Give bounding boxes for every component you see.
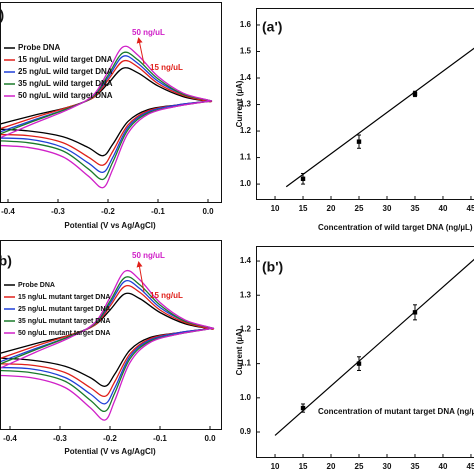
x-tick-label: -0.4 [1,207,15,216]
arrow [136,37,145,65]
x-tick-label: 45 [467,462,474,471]
panel-label: (a) [0,7,4,23]
x-tick-label: 25 [355,204,364,213]
frame [256,246,474,458]
plot-area [0,269,215,421]
annotation: 50 ng/uL [132,251,165,260]
x-tick-label: 10 [271,204,280,213]
legend-label: 15 ng/uL wild target DNA [18,55,113,64]
x-tick-label: 0.0 [202,207,214,216]
x-tick-label: -0.1 [151,207,165,216]
x-tick-label: -0.3 [51,207,65,216]
panel-label: (a') [262,19,282,35]
panel-label: (b) [0,253,12,269]
y-tick-label: 1.0 [240,179,252,188]
cv-curve [0,45,213,189]
x-tick-label: 10 [271,462,280,471]
y-tick-label: 1.4 [240,256,252,265]
x-tick-label: -0.3 [53,434,67,443]
point [300,405,306,411]
y-tick-label: 1.1 [240,359,252,368]
x-tick-label: 30 [383,462,392,471]
legend-label: 50 ng/uL mutant target DNA [18,330,110,337]
annotation: 15 ng/uL [150,291,183,300]
legend-label: 35 ng/uL wild target DNA [18,79,113,88]
plot-area [285,47,474,188]
plot-area [274,258,474,436]
y-tick-label: 1.2 [240,126,252,135]
annotation: 15 ng/uL [150,63,183,72]
x-tick-label: -0.4 [3,434,17,443]
x-tick-label: 0.0 [204,434,216,443]
x-tick-label: 20 [327,204,336,213]
point [412,91,418,97]
x-tick-label: 25 [355,462,364,471]
legend-label: 50 ng/uL wild target DNA [18,91,113,100]
x-tick-label: 15 [299,204,308,213]
x-tick-label: 30 [383,204,392,213]
legend-label: 35 ng/uL mutant target DNA [18,318,110,325]
frame [256,8,474,200]
fit-line [274,258,474,436]
panel-label: (b') [262,259,283,275]
legend-label: Probe DNA [18,43,60,52]
point [356,139,362,144]
x-tick-label: 35 [411,462,420,471]
x-tick-label: 35 [411,204,420,213]
x-tick-label: 45 [467,204,474,213]
legend-label: Probe DNA [18,282,55,289]
y-tick-label: 1.5 [240,47,252,56]
x-axis-title: Potential (V vs Ag/AgCl) [64,221,156,230]
y-axis-title: Current (µA) [235,328,244,375]
cv-curve [0,269,215,421]
legend-label: 15 ng/uL mutant target DNA [18,294,110,301]
fit-line [285,47,474,188]
x-axis-title: Concentration of mutant target DNA (ng/µ… [318,407,474,416]
y-tick-label: 1.3 [240,290,252,299]
x-tick-label: -0.2 [103,434,117,443]
y-tick-label: 0.9 [240,427,252,436]
legend-label: 25 ng/uL mutant target DNA [18,306,110,313]
legend-label: 25 ng/uL wild target DNA [18,67,113,76]
x-tick-label: -0.1 [153,434,167,443]
x-tick-label: 40 [439,204,448,213]
x-axis-title: Concentration of wild target DNA (ng/µL) [318,223,473,232]
y-tick-label: 1.3 [240,100,252,109]
y-axis-title: Current (µA) [235,80,244,127]
y-tick-label: 1.1 [240,153,252,162]
annotation: 50 ng/uL [132,28,165,37]
x-tick-label: 40 [439,462,448,471]
point [356,361,362,366]
y-tick-label: 1.4 [240,73,252,82]
frame [0,240,222,430]
point [300,176,306,181]
y-tick-label: 1.0 [240,393,252,402]
x-axis-title: Potential (V vs Ag/AgCl) [64,447,156,456]
plot-area [0,45,213,189]
y-tick-label: 1.2 [240,325,252,334]
x-tick-label: 15 [299,462,308,471]
y-tick-label: 1.6 [240,20,252,29]
point [412,310,418,315]
frame [0,2,222,203]
x-tick-label: -0.2 [101,207,115,216]
x-tick-label: 20 [327,462,336,471]
arrow [136,261,145,293]
